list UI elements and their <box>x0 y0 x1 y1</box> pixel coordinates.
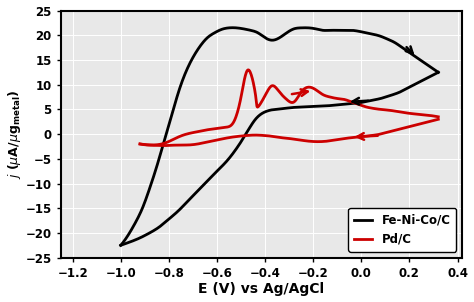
Legend: Fe-Ni-Co/C, Pd/C: Fe-Ni-Co/C, Pd/C <box>348 208 456 252</box>
Y-axis label: $j$ ($\mu$A/$\mu$g$_\mathregular{metal}$): $j$ ($\mu$A/$\mu$g$_\mathregular{metal}$… <box>6 89 23 179</box>
X-axis label: E (V) vs Ag/AgCl: E (V) vs Ag/AgCl <box>199 282 325 297</box>
